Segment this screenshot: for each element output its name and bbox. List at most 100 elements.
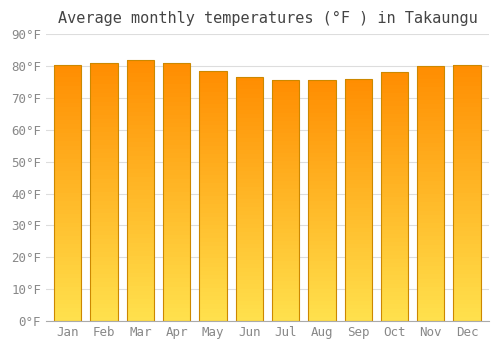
Bar [454,150,480,154]
Bar [236,183,263,187]
Bar [127,116,154,121]
Bar [127,247,154,251]
Bar [163,97,190,102]
Bar [454,227,480,231]
Bar [417,261,444,266]
Bar [344,127,372,131]
Bar [454,236,480,240]
Bar [381,147,408,151]
Bar [90,313,118,317]
Bar [344,260,372,265]
Bar [163,295,190,300]
Bar [272,97,299,100]
Bar [90,110,118,114]
Bar [90,76,118,80]
Bar [200,229,226,233]
Bar [127,64,154,69]
Bar [308,253,336,257]
Bar [200,259,226,262]
Bar [454,167,480,172]
Bar [308,149,336,153]
Bar [417,88,444,92]
Bar [272,201,299,205]
Bar [272,169,299,173]
Bar [90,132,118,136]
Bar [381,275,408,280]
Bar [127,273,154,278]
Bar [127,169,154,173]
Bar [54,159,82,163]
Bar [381,118,408,122]
Bar [200,179,226,183]
Bar [454,265,480,270]
Bar [381,151,408,155]
Bar [127,282,154,286]
Bar [381,284,408,288]
Bar [272,309,299,313]
Bar [90,166,118,170]
Bar [454,112,480,116]
Bar [454,205,480,210]
Bar [163,158,190,162]
Bar [308,157,336,161]
Bar [90,278,118,282]
Bar [381,226,408,230]
Bar [127,303,154,308]
Bar [344,285,372,289]
Bar [417,142,444,147]
Bar [200,292,226,296]
Bar [236,309,263,313]
Bar [454,124,480,129]
Bar [163,188,190,192]
Bar [272,193,299,197]
Bar [236,248,263,252]
Bar [200,192,226,196]
Bar [200,267,226,271]
Bar [90,63,118,321]
Bar [344,115,372,119]
Bar [200,188,226,192]
Bar [127,208,154,212]
Bar [54,172,82,176]
Bar [454,274,480,278]
Bar [163,304,190,308]
Bar [163,196,190,201]
Bar [381,85,408,89]
Bar [344,147,372,152]
Bar [417,291,444,295]
Bar [236,114,263,118]
Bar [127,94,154,99]
Bar [236,244,263,248]
Bar [54,94,82,99]
Bar [344,192,372,196]
Bar [163,265,190,270]
Bar [308,153,336,157]
Bar [90,93,118,97]
Bar [90,114,118,119]
Bar [272,281,299,285]
Bar [454,99,480,103]
Bar [381,205,408,209]
Bar [200,100,226,104]
Bar [236,106,263,110]
Bar [417,96,444,100]
Bar [236,285,263,288]
Bar [272,133,299,136]
Bar [163,218,190,222]
Bar [90,205,118,209]
Bar [417,295,444,300]
Bar [90,71,118,76]
Bar [90,80,118,84]
Bar [308,285,336,289]
Bar [417,245,444,249]
Bar [381,97,408,102]
Bar [272,253,299,257]
Bar [344,297,372,301]
Bar [308,245,336,249]
Bar [90,218,118,222]
Bar [272,153,299,157]
Bar [417,253,444,257]
Bar [308,305,336,309]
Bar [308,269,336,273]
Bar [163,205,190,209]
